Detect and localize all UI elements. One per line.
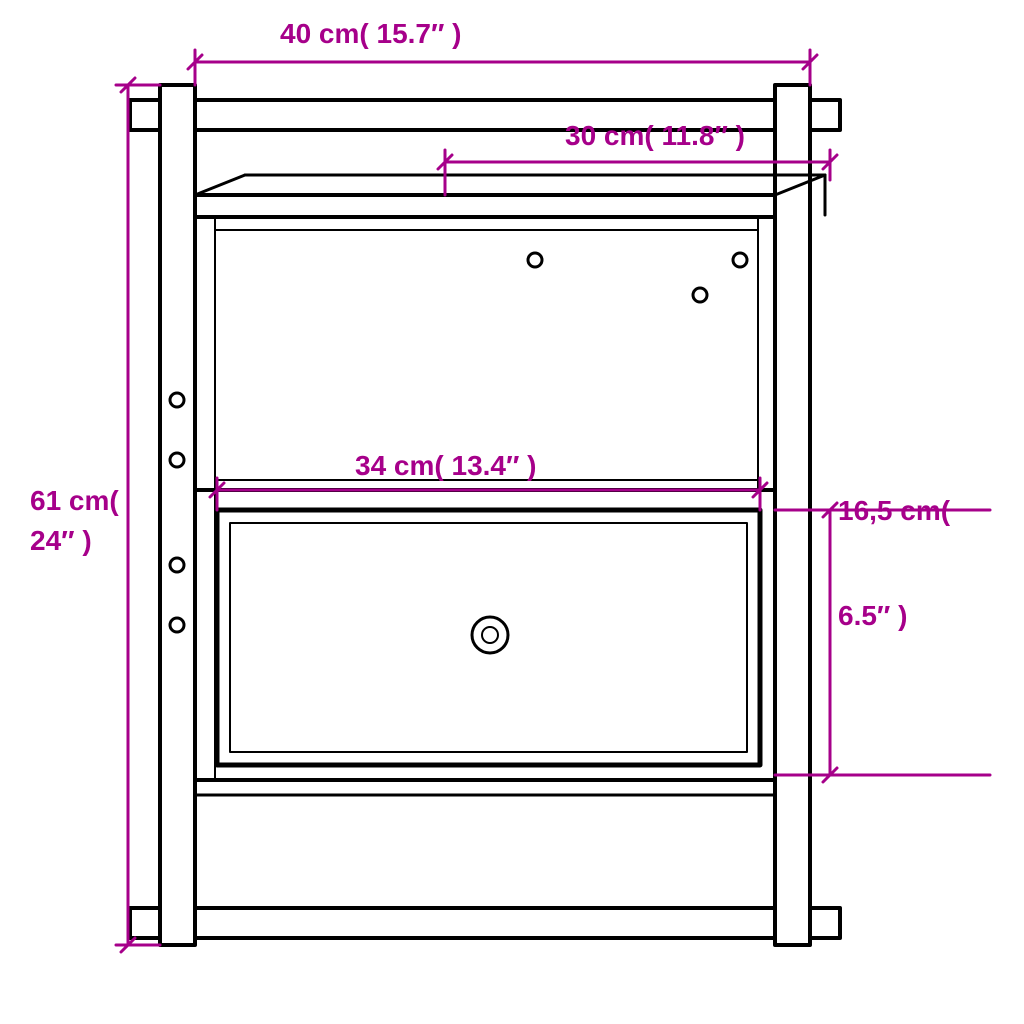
bottom-crossbar: [130, 908, 840, 938]
label-height-top: 61 cm(: [30, 485, 119, 517]
label-height-bot: 24″ ): [30, 525, 92, 557]
rail-hole-l3: [170, 558, 184, 572]
left-rail: [160, 85, 195, 945]
label-drawer-h-top: 16,5 cm(: [838, 495, 950, 527]
depth-line-left: [195, 175, 245, 195]
label-shelf-width: 34 cm( 13.4″ ): [355, 450, 537, 482]
rail-hole-l2: [170, 453, 184, 467]
drawer-knob-inner: [482, 627, 498, 643]
rail-hole-l1: [170, 393, 184, 407]
rail-hole-l4: [170, 618, 184, 632]
label-width-top: 40 cm( 15.7″ ): [280, 18, 462, 50]
label-depth: 30 cm( 11.8″ ): [565, 120, 745, 152]
right-rail: [775, 85, 810, 945]
label-drawer-h-bot: 6.5″ ): [838, 600, 907, 632]
drawing-canvas: 40 cm( 15.7″ ) 30 cm( 11.8″ ) 34 cm( 13.…: [0, 0, 1024, 1024]
hole-2: [693, 288, 707, 302]
cabinet-top-board: [195, 195, 775, 217]
furniture-outline: [130, 85, 840, 945]
hole-1: [528, 253, 542, 267]
hole-3: [733, 253, 747, 267]
